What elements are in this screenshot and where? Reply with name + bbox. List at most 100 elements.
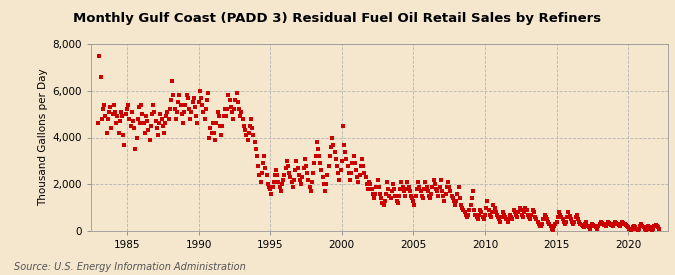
Point bbox=[114, 119, 125, 123]
Point bbox=[376, 196, 387, 200]
Point bbox=[392, 199, 402, 203]
Point bbox=[603, 221, 614, 225]
Point bbox=[184, 107, 194, 112]
Point bbox=[435, 177, 446, 182]
Point bbox=[648, 227, 659, 231]
Point bbox=[288, 184, 298, 189]
Point bbox=[109, 103, 119, 107]
Point bbox=[591, 225, 601, 230]
Point bbox=[336, 159, 347, 163]
Point bbox=[462, 215, 472, 219]
Point bbox=[277, 182, 288, 186]
Point bbox=[554, 210, 564, 214]
Point bbox=[488, 203, 499, 207]
Point bbox=[280, 166, 291, 170]
Point bbox=[602, 219, 613, 224]
Point bbox=[545, 224, 556, 229]
Point bbox=[491, 212, 502, 217]
Point bbox=[142, 119, 153, 123]
Point bbox=[225, 105, 236, 109]
Point bbox=[180, 103, 191, 107]
Point bbox=[370, 191, 381, 196]
Point bbox=[440, 191, 451, 196]
Point bbox=[507, 217, 518, 222]
Point bbox=[608, 224, 618, 229]
Point bbox=[487, 210, 497, 214]
Point bbox=[465, 203, 476, 207]
Point bbox=[186, 109, 197, 114]
Point bbox=[500, 215, 511, 219]
Point bbox=[144, 138, 155, 142]
Point bbox=[266, 191, 277, 196]
Point bbox=[130, 147, 140, 151]
Point bbox=[550, 222, 561, 226]
Point bbox=[278, 177, 289, 182]
Point bbox=[308, 170, 319, 175]
Point bbox=[234, 107, 244, 112]
Point bbox=[464, 208, 475, 212]
Point bbox=[348, 154, 359, 158]
Point bbox=[365, 182, 376, 186]
Point bbox=[395, 187, 406, 191]
Point bbox=[481, 205, 491, 210]
Point bbox=[479, 217, 489, 222]
Point bbox=[381, 191, 392, 196]
Point bbox=[140, 114, 151, 119]
Point bbox=[201, 98, 212, 102]
Point bbox=[273, 180, 284, 184]
Point bbox=[294, 173, 304, 177]
Point bbox=[527, 208, 538, 212]
Point bbox=[269, 173, 280, 177]
Point bbox=[313, 147, 323, 151]
Point bbox=[134, 105, 144, 109]
Point bbox=[246, 117, 256, 121]
Point bbox=[466, 196, 477, 200]
Point bbox=[235, 114, 246, 119]
Point bbox=[346, 170, 356, 175]
Point bbox=[589, 224, 600, 229]
Point bbox=[397, 184, 408, 189]
Point bbox=[272, 173, 283, 177]
Point bbox=[223, 93, 234, 98]
Point bbox=[437, 194, 448, 198]
Point bbox=[569, 219, 580, 224]
Point bbox=[433, 194, 443, 198]
Point bbox=[549, 224, 560, 229]
Point bbox=[323, 163, 334, 168]
Point bbox=[249, 140, 260, 144]
Point bbox=[375, 191, 385, 196]
Point bbox=[385, 196, 396, 200]
Point bbox=[575, 222, 586, 226]
Point bbox=[404, 189, 415, 194]
Point bbox=[632, 228, 643, 232]
Point bbox=[176, 103, 186, 107]
Point bbox=[360, 175, 371, 179]
Point bbox=[182, 93, 192, 98]
Point bbox=[322, 173, 333, 177]
Point bbox=[618, 221, 629, 225]
Point bbox=[187, 100, 198, 104]
Point bbox=[254, 173, 265, 177]
Point bbox=[305, 189, 316, 194]
Point bbox=[350, 168, 361, 172]
Point bbox=[521, 208, 532, 212]
Point bbox=[622, 224, 632, 229]
Point bbox=[387, 182, 398, 186]
Text: Monthly Gulf Coast (PADD 3) Residual Fuel Oil Retail Sales by Refiners: Monthly Gulf Coast (PADD 3) Residual Fue… bbox=[74, 12, 601, 25]
Point bbox=[371, 184, 382, 189]
Point bbox=[306, 180, 317, 184]
Point bbox=[613, 223, 624, 227]
Point bbox=[216, 133, 227, 137]
Point bbox=[335, 168, 346, 172]
Point bbox=[454, 184, 464, 189]
Point bbox=[450, 203, 460, 207]
Point bbox=[366, 187, 377, 191]
Point bbox=[532, 219, 543, 224]
Point bbox=[489, 205, 500, 210]
Point bbox=[423, 194, 434, 198]
Point bbox=[300, 163, 311, 168]
Point bbox=[207, 131, 217, 135]
Point bbox=[531, 217, 541, 222]
Point bbox=[382, 180, 393, 184]
Point bbox=[258, 161, 269, 165]
